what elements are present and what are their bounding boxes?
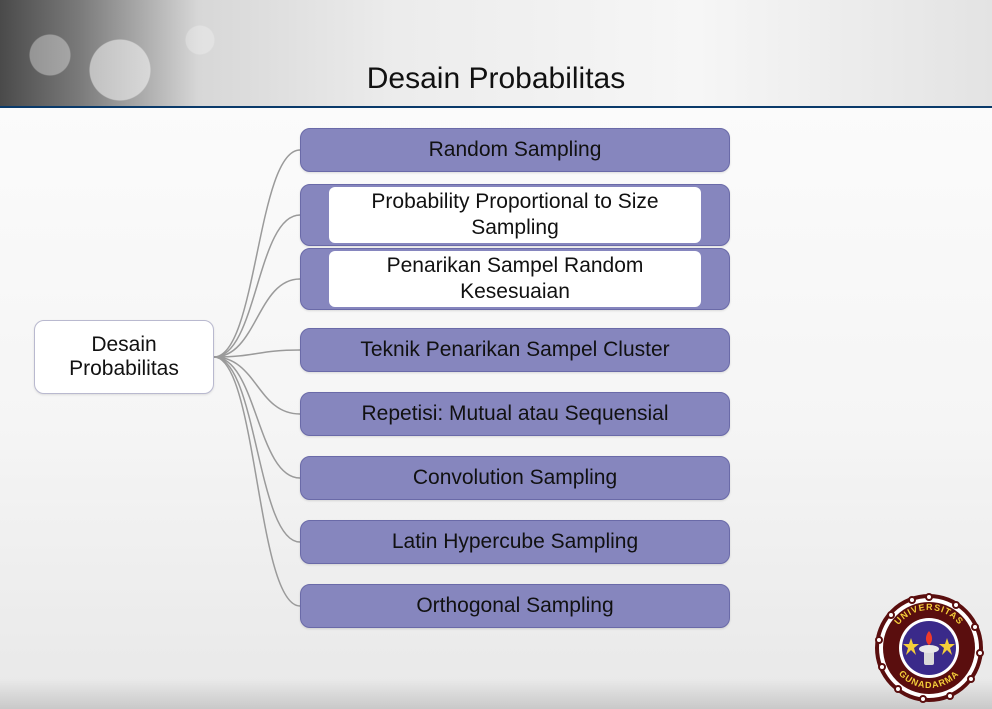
child-label: Convolution Sampling: [329, 463, 701, 493]
diagram-stage: Desain Probabilitas Random Sampling Proba…: [0, 120, 992, 680]
slide-title: Desain Probabilitas: [367, 62, 625, 96]
slide-header: Desain Probabilitas: [0, 0, 992, 108]
root-line1: Desain: [91, 333, 156, 357]
child-node: Latin Hypercube Sampling: [300, 520, 730, 564]
child-label: Latin Hypercube Sampling: [329, 527, 701, 557]
root-line2: Probabilitas: [69, 357, 179, 381]
university-logo: UNIVERSITAS GUNADARMA: [874, 593, 984, 703]
child-label: Random Sampling: [329, 135, 701, 165]
child-label: Repetisi: Mutual atau Sequensial: [329, 399, 701, 429]
footer-shade: [0, 679, 992, 709]
child-node: Penarikan Sampel Random Kesesuaian: [300, 248, 730, 310]
child-label: Orthogonal Sampling: [329, 591, 701, 621]
child-node: Orthogonal Sampling: [300, 584, 730, 628]
child-node: Repetisi: Mutual atau Sequensial: [300, 392, 730, 436]
child-node: Convolution Sampling: [300, 456, 730, 500]
child-node: Probability Proportional to Size Samplin…: [300, 184, 730, 246]
child-label: Probability Proportional to Size Samplin…: [329, 187, 701, 244]
child-node: Teknik Penarikan Sampel Cluster: [300, 328, 730, 372]
child-node: Random Sampling: [300, 128, 730, 172]
child-label: Penarikan Sampel Random Kesesuaian: [329, 251, 701, 308]
root-node: Desain Probabilitas: [34, 320, 214, 394]
child-label: Teknik Penarikan Sampel Cluster: [329, 335, 701, 365]
